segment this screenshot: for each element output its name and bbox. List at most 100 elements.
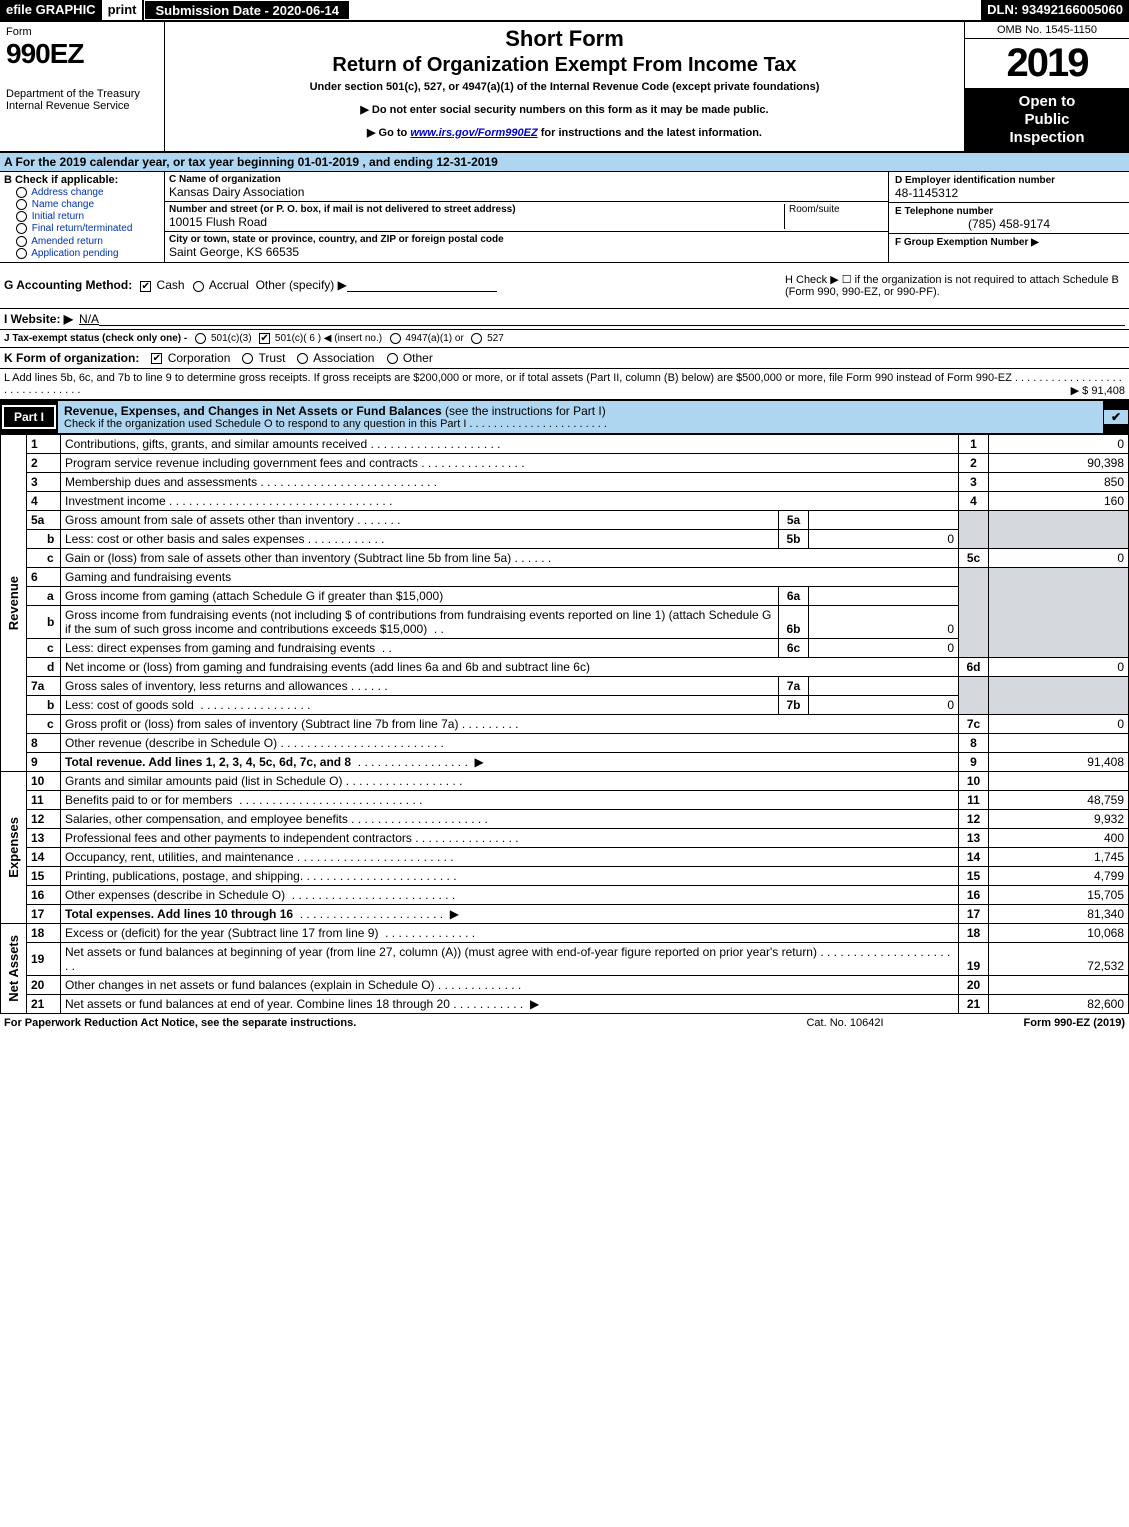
page-footer: For Paperwork Reduction Act Notice, see …: [0, 1014, 1129, 1032]
c-label: C Name of organization: [169, 174, 884, 185]
chk-amended-return[interactable]: Amended return: [14, 236, 160, 247]
e-label: E Telephone number: [895, 206, 993, 217]
k-label: K Form of organization:: [4, 351, 139, 365]
row-j: J Tax-exempt status (check only one) - 5…: [0, 330, 1129, 348]
chk-accrual[interactable]: Accrual: [191, 278, 249, 292]
ln-num: 1: [27, 434, 61, 453]
header-left: Form 990EZ Department of the Treasury In…: [0, 22, 165, 151]
open-to-public: Open to Public Inspection: [965, 89, 1129, 151]
row-k: K Form of organization: ✔ Corporation Tr…: [0, 348, 1129, 369]
part1-title: Revenue, Expenses, and Changes in Net As…: [58, 400, 1103, 434]
expenses-side-label: Expenses: [1, 771, 27, 923]
table-row: 9 Total revenue. Add lines 1, 2, 3, 4, 5…: [1, 752, 1129, 771]
submission-date: Submission Date - 2020-06-14: [144, 0, 350, 20]
table-row: 21 Net assets or fund balances at end of…: [1, 994, 1129, 1013]
dept-treasury: Department of the Treasury: [6, 88, 158, 100]
room-label: Room/suite: [789, 204, 840, 215]
block-e-phone: E Telephone number (785) 458-9174: [889, 203, 1129, 234]
g-other-input[interactable]: [347, 278, 497, 292]
block-d: D Employer identification number 48-1145…: [889, 172, 1129, 262]
ln-desc: Contributions, gifts, grants, and simila…: [61, 434, 959, 453]
chk-address-change[interactable]: Address change: [14, 187, 160, 198]
table-row: 20 Other changes in net assets or fund b…: [1, 975, 1129, 994]
footer-left: For Paperwork Reduction Act Notice, see …: [4, 1017, 745, 1029]
dept-irs: Internal Revenue Service: [6, 100, 158, 112]
irs-link[interactable]: www.irs.gov/Form990EZ: [410, 127, 537, 139]
revenue-side-label: Revenue: [1, 434, 27, 771]
block-c-name: C Name of organization Kansas Dairy Asso…: [165, 172, 888, 202]
form-header: Form 990EZ Department of the Treasury In…: [0, 22, 1129, 153]
ln-right-val: 0: [989, 434, 1129, 453]
efile-label: efile GRAPHIC: [0, 0, 102, 20]
table-row: 6 Gaming and fundraising events: [1, 567, 1129, 586]
row-g: G Accounting Method: ✔ Cash Accrual Othe…: [0, 263, 1129, 309]
row-h: H Check ▶ ☐ if the organization is not r…: [785, 273, 1125, 298]
phone-value: (785) 458-9174: [895, 217, 1123, 231]
title-return: Return of Organization Exempt From Incom…: [173, 54, 956, 77]
table-row: d Net income or (loss) from gaming and f…: [1, 657, 1129, 676]
ln-right-num: 1: [959, 434, 989, 453]
g-label: G Accounting Method:: [4, 278, 132, 292]
f-label: F Group Exemption Number ▶: [895, 237, 1039, 248]
table-row: 17 Total expenses. Add lines 10 through …: [1, 904, 1129, 923]
open-line2: Public: [967, 111, 1127, 129]
chk-association[interactable]: Association: [295, 351, 374, 365]
footer-form: Form 990-EZ (2019): [945, 1017, 1125, 1029]
dln-label: DLN: 93492166005060: [981, 0, 1129, 20]
org-name: Kansas Dairy Association: [169, 185, 884, 199]
block-c: C Name of organization Kansas Dairy Asso…: [165, 172, 889, 262]
website-value: N/A: [79, 312, 99, 326]
table-row: 14 Occupancy, rent, utilities, and maint…: [1, 847, 1129, 866]
footer-cat: Cat. No. 10642I: [745, 1017, 945, 1029]
table-row: 3 Membership dues and assessments . . . …: [1, 472, 1129, 491]
table-row: Revenue 1 Contributions, gifts, grants, …: [1, 434, 1129, 453]
chk-501c[interactable]: ✔ 501(c)( 6 ) ◀ (insert no.): [257, 333, 382, 344]
row-l: L Add lines 5b, 6c, and 7b to line 9 to …: [0, 369, 1129, 400]
chk-initial-return[interactable]: Initial return: [14, 211, 160, 222]
subtitle: Under section 501(c), 527, or 4947(a)(1)…: [173, 81, 956, 93]
l-text: L Add lines 5b, 6c, and 7b to line 9 to …: [4, 372, 1012, 384]
part1-table: Revenue 1 Contributions, gifts, grants, …: [0, 434, 1129, 1014]
chk-name-change[interactable]: Name change: [14, 199, 160, 210]
table-row: Net Assets 18 Excess or (deficit) for th…: [1, 923, 1129, 942]
table-row: 2 Program service revenue including gove…: [1, 453, 1129, 472]
block-c-addr: Number and street (or P. O. box, if mail…: [165, 202, 888, 232]
note-ssn: ▶ Do not enter social security numbers o…: [173, 103, 956, 116]
open-line1: Open to: [967, 93, 1127, 111]
g-other: Other (specify) ▶: [256, 278, 347, 292]
chk-corporation[interactable]: ✔ Corporation: [149, 351, 230, 365]
row-i: I Website: ▶ N/A: [0, 309, 1129, 330]
tax-year: 2019: [965, 39, 1129, 89]
table-row: 11 Benefits paid to or for members . . .…: [1, 790, 1129, 809]
i-label: I Website: ▶: [4, 312, 73, 326]
table-row: 15 Printing, publications, postage, and …: [1, 866, 1129, 885]
table-row: 4 Investment income . . . . . . . . . . …: [1, 491, 1129, 510]
part1-check[interactable]: ✔: [1103, 409, 1129, 425]
ein-value: 48-1145312: [895, 186, 1123, 200]
netassets-side-label: Net Assets: [1, 923, 27, 1013]
room-suite: Room/suite: [784, 204, 884, 229]
chk-other-org[interactable]: Other: [385, 351, 433, 365]
part1-num: Part I: [2, 405, 56, 429]
chk-trust[interactable]: Trust: [240, 351, 285, 365]
chk-final-return[interactable]: Final return/terminated: [14, 223, 160, 234]
tax-year-row: A For the 2019 calendar year, or tax yea…: [0, 153, 1129, 172]
part1-header: Part I Revenue, Expenses, and Changes in…: [0, 400, 1129, 434]
table-row: 16 Other expenses (describe in Schedule …: [1, 885, 1129, 904]
chk-527[interactable]: 527: [469, 333, 503, 344]
chk-cash[interactable]: ✔ Cash: [138, 278, 184, 292]
chk-501c3[interactable]: 501(c)(3): [193, 333, 251, 344]
block-bcd: B Check if applicable: Address change Na…: [0, 172, 1129, 263]
note-pre: ▶ Go to: [367, 127, 410, 139]
website-line: [99, 312, 1125, 326]
block-d-ein: D Employer identification number 48-1145…: [889, 172, 1129, 203]
print-button[interactable]: print: [102, 0, 145, 20]
top-bar: efile GRAPHIC print Submission Date - 20…: [0, 0, 1129, 22]
chk-application-pending[interactable]: Application pending: [14, 248, 160, 259]
table-row: c Gross profit or (loss) from sales of i…: [1, 714, 1129, 733]
j-label: J Tax-exempt status (check only one) -: [4, 333, 187, 344]
block-b-header: B Check if applicable:: [4, 174, 160, 186]
spacer: [350, 0, 981, 20]
d-label: D Employer identification number: [895, 175, 1055, 186]
chk-4947[interactable]: 4947(a)(1) or: [388, 333, 464, 344]
